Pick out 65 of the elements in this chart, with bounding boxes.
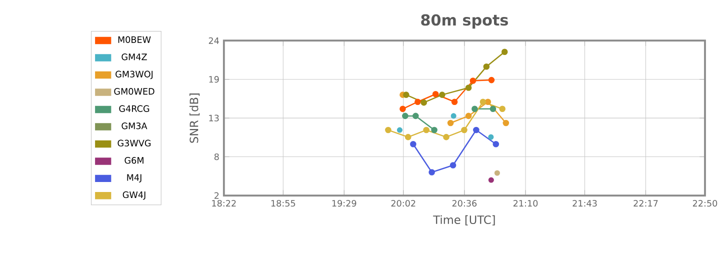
y-tick-label: 8 bbox=[214, 153, 219, 160]
point bbox=[410, 140, 416, 148]
point bbox=[412, 112, 419, 119]
point bbox=[439, 91, 446, 98]
point bbox=[492, 140, 500, 148]
point bbox=[490, 106, 496, 112]
point bbox=[484, 98, 492, 105]
point bbox=[403, 91, 410, 98]
point bbox=[451, 98, 458, 105]
y-tick-label: 24 bbox=[208, 37, 219, 44]
x-tick-label: 21:10 bbox=[513, 200, 538, 206]
point bbox=[443, 134, 450, 140]
x-tick-label: 20:36 bbox=[452, 200, 477, 206]
x-tick-label: 22:50 bbox=[692, 200, 718, 206]
point bbox=[483, 63, 490, 70]
x-tick-label: 21:43 bbox=[572, 200, 597, 206]
x-tick-label: 18:55 bbox=[271, 200, 296, 206]
legend-label: GM3WOJ bbox=[116, 70, 153, 79]
point bbox=[447, 120, 454, 126]
point bbox=[428, 168, 435, 176]
chart-title: 80m spots bbox=[421, 14, 508, 28]
point bbox=[385, 126, 392, 133]
point bbox=[396, 127, 402, 133]
point bbox=[494, 170, 500, 176]
legend-label: GM4Z bbox=[122, 53, 147, 60]
point bbox=[472, 106, 478, 112]
legend-label: G6M bbox=[124, 156, 144, 164]
point bbox=[450, 162, 456, 168]
point bbox=[423, 126, 430, 133]
x-tick-label: 22:17 bbox=[634, 200, 658, 206]
point bbox=[465, 112, 472, 119]
x-tick-label: 20:02 bbox=[391, 200, 416, 206]
x-tick-label: 19:29 bbox=[332, 200, 356, 206]
point bbox=[473, 126, 480, 133]
legend-label: GM0WED bbox=[114, 88, 154, 94]
x-tick-label: 18:22 bbox=[212, 200, 236, 206]
point bbox=[431, 126, 438, 133]
x-axis-title: Time [UTC] bbox=[433, 215, 495, 226]
point bbox=[414, 98, 421, 105]
y-axis-title: SNR [dB] bbox=[189, 93, 200, 143]
point bbox=[470, 77, 476, 84]
point bbox=[502, 120, 510, 126]
point bbox=[465, 84, 472, 91]
legend-label: GW4J bbox=[122, 191, 146, 200]
legend-label: M4J bbox=[127, 174, 142, 182]
point bbox=[461, 126, 468, 133]
legend-label: M0BEW bbox=[118, 36, 151, 43]
y-tick-label: 19 bbox=[209, 76, 219, 82]
point bbox=[450, 112, 456, 119]
y-tick-label: 13 bbox=[209, 114, 219, 122]
legend-label: G3WVG bbox=[118, 140, 151, 146]
point bbox=[480, 98, 486, 105]
legend-label: GM3A bbox=[122, 122, 148, 129]
point bbox=[402, 112, 408, 119]
point bbox=[501, 48, 508, 55]
point bbox=[499, 106, 506, 112]
legend-label: G4RCG bbox=[119, 105, 150, 112]
y-tick-label: 2 bbox=[214, 192, 219, 199]
point bbox=[400, 106, 406, 112]
point bbox=[488, 134, 494, 140]
point bbox=[488, 177, 494, 183]
point bbox=[420, 99, 427, 106]
point bbox=[432, 90, 439, 98]
point bbox=[488, 76, 495, 83]
point bbox=[404, 134, 412, 140]
